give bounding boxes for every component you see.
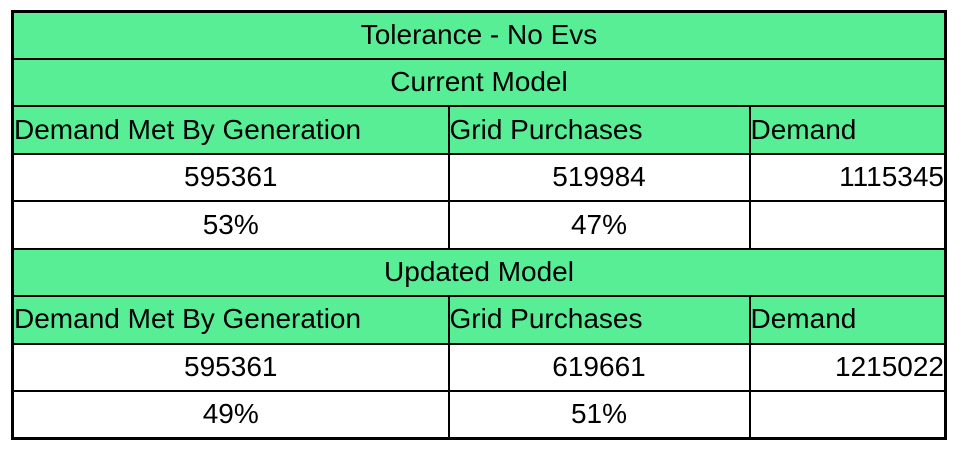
cell-current-grid-purchases-value[interactable]: 519984 bbox=[447, 152, 751, 203]
header-grid-purchases-updated[interactable]: Grid Purchases bbox=[447, 295, 751, 345]
section-title-current-model[interactable]: Current Model bbox=[11, 57, 947, 108]
cell-updated-grid-purchases-percent[interactable]: 51% bbox=[447, 390, 751, 440]
cell-updated-demand-value[interactable]: 1215022 bbox=[748, 342, 947, 393]
table-title-cell[interactable]: Tolerance - No Evs bbox=[11, 10, 947, 60]
header-demand-updated[interactable]: Demand bbox=[748, 295, 947, 345]
cell-current-demand-met-value[interactable]: 595361 bbox=[11, 152, 450, 203]
cell-current-demand-percent-empty[interactable] bbox=[748, 200, 947, 250]
cell-updated-demand-met-value[interactable]: 595361 bbox=[11, 342, 450, 393]
header-demand-met-by-generation-current[interactable]: Demand Met By Generation bbox=[11, 105, 450, 155]
header-demand-current[interactable]: Demand bbox=[748, 105, 947, 155]
tolerance-no-evs-table: Tolerance - No Evs Current Model Demand … bbox=[11, 10, 948, 440]
cell-current-demand-value[interactable]: 1115345 bbox=[748, 152, 947, 203]
section-title-updated-model[interactable]: Updated Model bbox=[11, 247, 947, 298]
cell-current-demand-met-percent[interactable]: 53% bbox=[11, 200, 450, 250]
cell-updated-demand-met-percent[interactable]: 49% bbox=[11, 390, 450, 440]
header-demand-met-by-generation-updated[interactable]: Demand Met By Generation bbox=[11, 295, 450, 345]
cell-updated-grid-purchases-value[interactable]: 619661 bbox=[447, 342, 751, 393]
header-grid-purchases-current[interactable]: Grid Purchases bbox=[447, 105, 751, 155]
cell-current-grid-purchases-percent[interactable]: 47% bbox=[447, 200, 751, 250]
cell-updated-demand-percent-empty[interactable] bbox=[748, 390, 947, 440]
